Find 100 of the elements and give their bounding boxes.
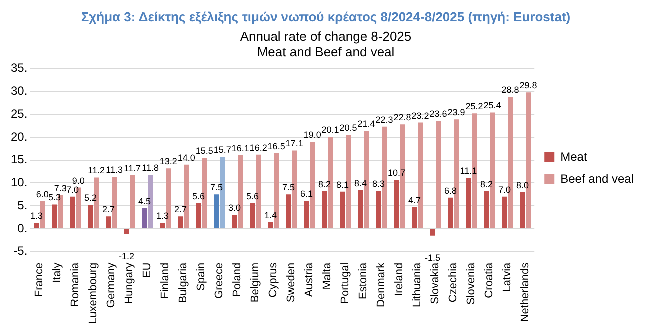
bar xyxy=(250,203,256,228)
data-label: 5.3 xyxy=(48,192,62,203)
x-tick-label: Hungary xyxy=(124,262,136,304)
data-label: 2.7 xyxy=(174,204,187,215)
bar xyxy=(232,215,238,228)
x-tick-label: Romania xyxy=(70,262,82,307)
data-label: 14.0 xyxy=(178,152,196,163)
data-label: 15.7 xyxy=(214,145,232,156)
bar xyxy=(178,216,184,228)
x-tick-label: Greece xyxy=(214,262,226,299)
data-label: 4.7 xyxy=(408,195,421,206)
x-tick-label: Slovakia xyxy=(430,262,442,304)
x-tick-label: Netherlands xyxy=(520,262,532,322)
bar xyxy=(436,120,442,228)
bar xyxy=(430,229,436,236)
x-tick-label: Spain xyxy=(196,262,208,291)
data-label: 16.2 xyxy=(250,142,268,153)
data-label: 16.5 xyxy=(268,141,286,152)
data-label: 2.7 xyxy=(102,204,116,215)
data-label: 17.1 xyxy=(286,138,304,149)
bar xyxy=(130,175,136,228)
data-label: 11.3 xyxy=(106,165,124,176)
bar xyxy=(322,191,328,228)
data-label: 11.1 xyxy=(460,166,478,176)
data-label: 8.2 xyxy=(480,179,493,190)
data-label: 5.2 xyxy=(84,193,98,204)
data-label: 23.9 xyxy=(448,108,466,118)
y-tick-label: 30. xyxy=(10,84,28,98)
bar xyxy=(214,194,220,228)
x-tick-label: Slovenia xyxy=(466,262,478,306)
bar xyxy=(88,205,94,228)
data-label: 23.6 xyxy=(430,108,448,119)
x-tick-label: Italy xyxy=(52,262,64,284)
bar xyxy=(394,180,400,228)
data-label: 28.8 xyxy=(502,85,520,96)
y-tick-label: 5. xyxy=(18,198,28,212)
x-tick-label: Poland xyxy=(232,262,244,298)
x-tick-label: Malta xyxy=(322,262,334,290)
data-label: 6.0 xyxy=(36,189,49,200)
chart-subtitle: Annual rate of change 8-2025 Meat and Beef and veal xyxy=(240,28,412,60)
data-label: 25.2 xyxy=(466,102,484,112)
data-label: 6.1 xyxy=(300,189,313,200)
data-label: 7.3 xyxy=(54,184,67,194)
data-label: 8.1 xyxy=(336,180,349,190)
chart-title: Σχήμα 3: Δείκτης εξέλιξης τιμών νωπού κρέατος 8/2024-8/2025 (πηγή: Eurostat) xyxy=(81,9,571,24)
data-label: 13.2 xyxy=(160,156,178,167)
x-tick-label: Denmark xyxy=(376,262,388,308)
data-label: -1.5 xyxy=(424,252,440,263)
bar xyxy=(340,192,346,228)
x-tick-label: Czechia xyxy=(448,262,460,303)
bar xyxy=(196,203,202,228)
bar xyxy=(502,196,508,228)
y-tick-label: 20. xyxy=(10,130,28,144)
data-label: 23.2 xyxy=(412,110,430,121)
bar xyxy=(106,216,112,228)
data-label: 5.6 xyxy=(192,191,205,202)
data-label: 20.1 xyxy=(322,124,340,135)
bar xyxy=(268,222,274,228)
x-tick-label: Germany xyxy=(106,262,118,308)
data-label: 19.0 xyxy=(304,130,322,140)
x-tick-label: Croatia xyxy=(484,262,496,298)
x-tick-label: France xyxy=(34,262,46,298)
x-tick-label: Belgium xyxy=(250,262,262,303)
data-label: 21.4 xyxy=(358,119,376,130)
data-label: 15.5 xyxy=(196,146,214,156)
bar xyxy=(142,208,148,228)
x-tick-label: Estonia xyxy=(358,262,370,300)
data-label: 7.0 xyxy=(66,184,80,195)
x-tick-label: Ireland xyxy=(394,262,406,296)
data-label: 7.0 xyxy=(498,184,511,195)
data-label: 22.8 xyxy=(394,112,412,123)
bar xyxy=(160,223,166,228)
y-tick-label: 15. xyxy=(10,152,28,167)
data-label: 22.3 xyxy=(376,114,394,125)
bar xyxy=(412,207,418,228)
data-label: 6.8 xyxy=(444,186,457,196)
data-label: 5.6 xyxy=(246,191,259,202)
x-tick-label: Austria xyxy=(304,262,316,298)
x-tick-label: Lithuania xyxy=(412,262,424,308)
bar xyxy=(448,198,454,228)
data-label: 3.0 xyxy=(228,203,241,214)
bar xyxy=(520,192,526,228)
x-tick-label: Finland xyxy=(160,262,172,299)
data-label: 11.7 xyxy=(124,163,142,174)
bar xyxy=(358,190,364,228)
data-label: 20.5 xyxy=(340,123,358,134)
bar xyxy=(34,223,40,228)
data-label: 11.8 xyxy=(142,162,160,173)
data-label: 10.7 xyxy=(388,168,406,178)
y-tick-label: 0. xyxy=(18,221,28,236)
x-tick-label: EU xyxy=(142,262,154,278)
bar xyxy=(376,190,382,228)
data-label: 8.0 xyxy=(516,180,529,190)
y-tick-label: 35. xyxy=(10,61,28,76)
data-label: 9.0 xyxy=(72,176,85,186)
data-label: 1.3 xyxy=(156,211,169,222)
data-label: 7.5 xyxy=(282,182,295,193)
bar xyxy=(466,178,472,228)
data-label: 4.5 xyxy=(138,196,151,206)
data-label: 8.2 xyxy=(318,179,331,190)
